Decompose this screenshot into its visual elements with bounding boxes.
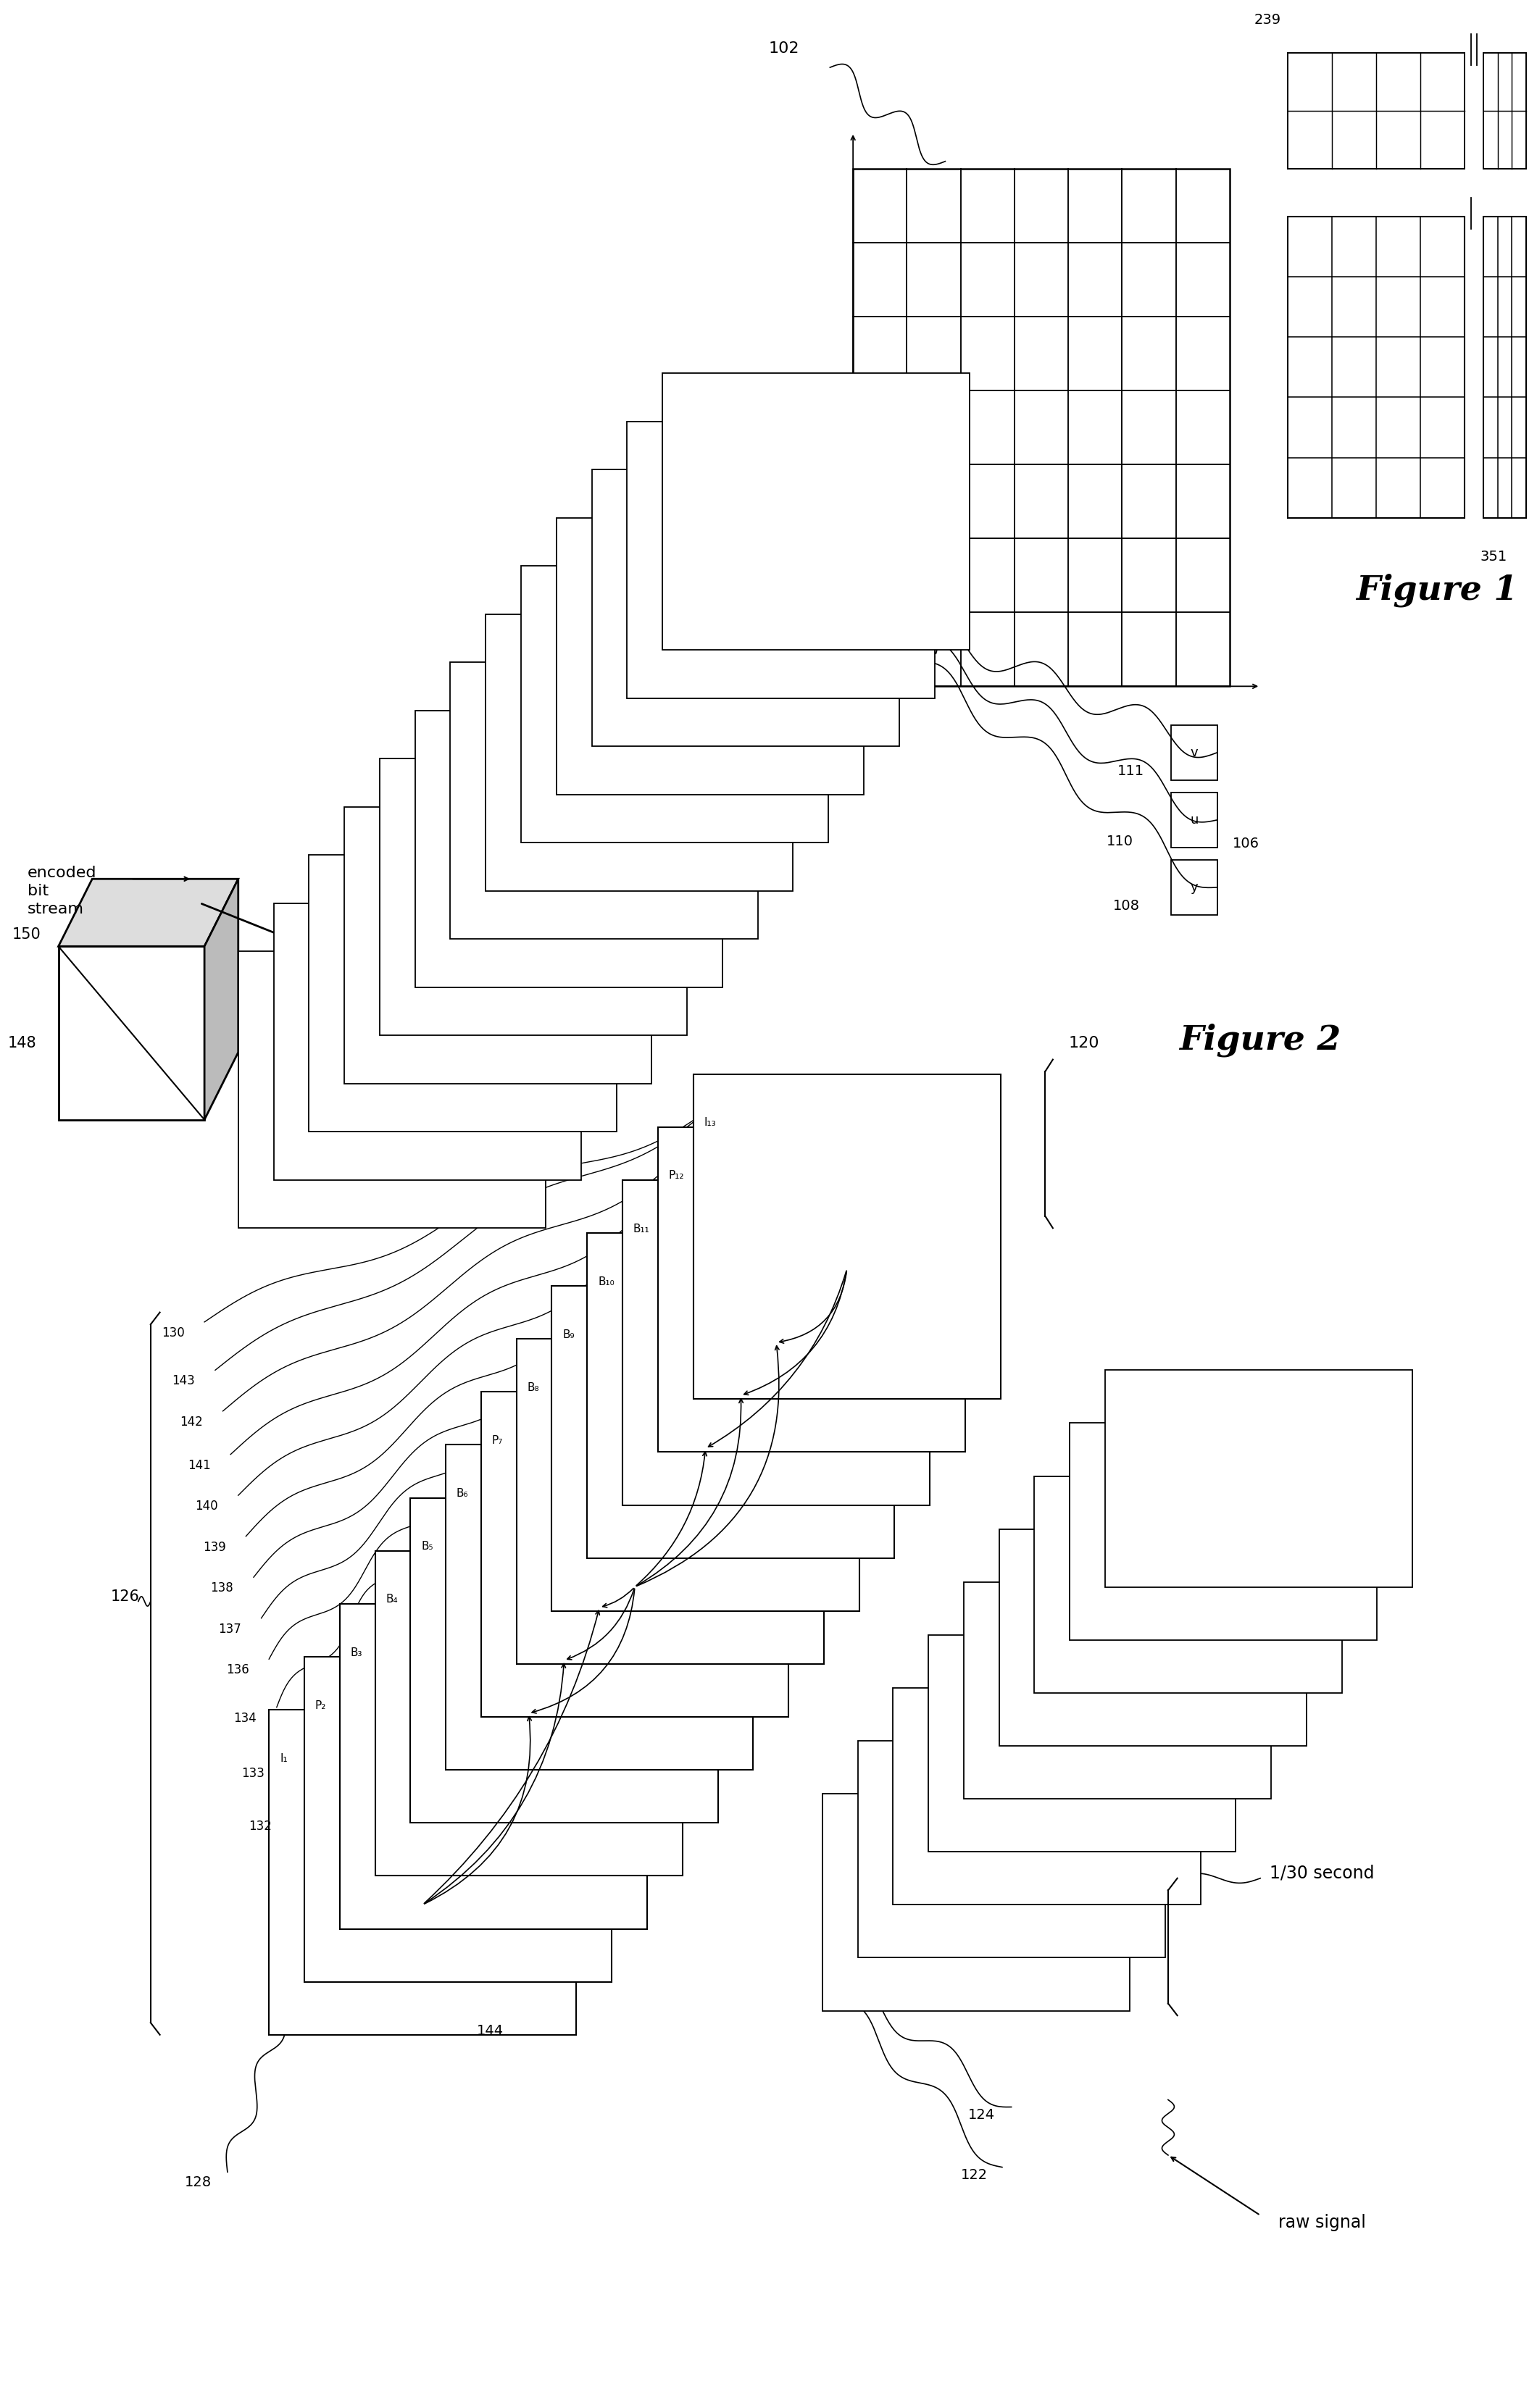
- Bar: [1171, 725, 1217, 780]
- Text: 140: 140: [195, 1500, 218, 1512]
- Text: B₁₀: B₁₀: [598, 1276, 615, 1288]
- Text: 136: 136: [226, 1664, 249, 1676]
- Bar: [1034, 1476, 1342, 1693]
- Text: encoded
bit
stream: encoded bit stream: [28, 867, 97, 915]
- Bar: [380, 759, 687, 1035]
- Text: 124: 124: [968, 2107, 996, 2121]
- Text: Figure 2: Figure 2: [1179, 1023, 1342, 1057]
- Bar: [521, 566, 828, 843]
- Bar: [1070, 1423, 1377, 1640]
- Text: 110: 110: [1107, 833, 1133, 848]
- Text: 128: 128: [184, 2174, 212, 2189]
- Text: Figure 1: Figure 1: [1356, 573, 1519, 607]
- Text: u: u: [1190, 814, 1199, 826]
- Bar: [415, 710, 722, 987]
- Bar: [964, 1582, 1271, 1799]
- Bar: [269, 1710, 576, 2035]
- Text: 148: 148: [8, 1035, 37, 1050]
- Bar: [858, 1741, 1165, 1958]
- Text: 134: 134: [234, 1712, 257, 1724]
- Polygon shape: [58, 946, 204, 1120]
- Bar: [274, 903, 581, 1180]
- Text: 144: 144: [476, 2023, 504, 2037]
- Polygon shape: [204, 879, 238, 1120]
- Bar: [481, 1392, 788, 1717]
- Text: 132: 132: [249, 1820, 272, 1832]
- Text: 139: 139: [203, 1541, 226, 1553]
- Text: B₃: B₃: [350, 1647, 363, 1659]
- Text: 137: 137: [218, 1623, 241, 1635]
- Bar: [446, 1445, 753, 1770]
- Bar: [1171, 792, 1217, 848]
- Text: 0: 0: [828, 694, 838, 708]
- Bar: [1171, 860, 1217, 915]
- Bar: [1483, 53, 1526, 169]
- Bar: [450, 662, 758, 939]
- Text: B₅: B₅: [421, 1541, 433, 1553]
- Text: 133: 133: [241, 1767, 264, 1780]
- Bar: [375, 1551, 682, 1876]
- Polygon shape: [58, 879, 238, 946]
- Text: 108: 108: [1113, 898, 1139, 913]
- Bar: [556, 518, 864, 795]
- Bar: [928, 1635, 1236, 1852]
- Text: 141: 141: [188, 1459, 211, 1471]
- Bar: [1483, 217, 1526, 518]
- Bar: [658, 1127, 965, 1452]
- Text: B₉: B₉: [563, 1329, 575, 1341]
- Text: 143: 143: [172, 1375, 195, 1387]
- Text: t: t: [361, 999, 370, 1021]
- Bar: [516, 1339, 824, 1664]
- Bar: [853, 169, 1230, 686]
- Bar: [693, 1074, 1001, 1399]
- Bar: [304, 1657, 612, 1982]
- Text: 150: 150: [12, 927, 41, 942]
- Bar: [344, 807, 652, 1084]
- Text: 130: 130: [161, 1327, 184, 1339]
- Text: I₁: I₁: [280, 1753, 287, 1765]
- Text: B₄: B₄: [386, 1594, 398, 1606]
- Bar: [822, 1794, 1130, 2011]
- Text: P₇: P₇: [492, 1435, 503, 1447]
- Text: y: y: [1190, 881, 1199, 893]
- Text: P₁₂: P₁₂: [669, 1170, 684, 1182]
- Text: raw signal: raw signal: [1279, 2213, 1365, 2232]
- Bar: [999, 1529, 1306, 1746]
- Bar: [893, 1688, 1200, 1905]
- Bar: [340, 1604, 647, 1929]
- Bar: [627, 421, 934, 698]
- Bar: [486, 614, 793, 891]
- Text: 126: 126: [111, 1589, 140, 1604]
- Text: 1/30 second: 1/30 second: [1270, 1864, 1374, 1883]
- Bar: [1105, 1370, 1413, 1587]
- Bar: [552, 1286, 859, 1611]
- Bar: [592, 470, 899, 746]
- Text: I₁₃: I₁₃: [704, 1117, 716, 1129]
- Text: 351: 351: [1480, 549, 1508, 563]
- Text: v: v: [1190, 746, 1199, 759]
- Bar: [238, 951, 546, 1228]
- Bar: [587, 1233, 895, 1558]
- Bar: [410, 1498, 718, 1823]
- Text: B₁₁: B₁₁: [633, 1223, 650, 1235]
- Text: 0: 0: [867, 718, 876, 732]
- Text: 104: 104: [699, 734, 730, 749]
- Text: P₂: P₂: [315, 1700, 326, 1712]
- Text: 142: 142: [180, 1416, 203, 1428]
- Text: 239: 239: [1254, 12, 1282, 26]
- Text: 106: 106: [1233, 836, 1259, 850]
- Text: B₆: B₆: [456, 1488, 469, 1500]
- Bar: [662, 373, 970, 650]
- Text: 120: 120: [1068, 1035, 1099, 1050]
- Text: 122: 122: [961, 2167, 988, 2182]
- Bar: [1288, 217, 1465, 518]
- Bar: [622, 1180, 930, 1505]
- Text: B₈: B₈: [527, 1382, 539, 1394]
- Text: 102: 102: [768, 41, 799, 55]
- Text: 138: 138: [211, 1582, 234, 1594]
- Text: 111: 111: [1117, 763, 1145, 778]
- Bar: [1288, 53, 1465, 169]
- Bar: [309, 855, 616, 1132]
